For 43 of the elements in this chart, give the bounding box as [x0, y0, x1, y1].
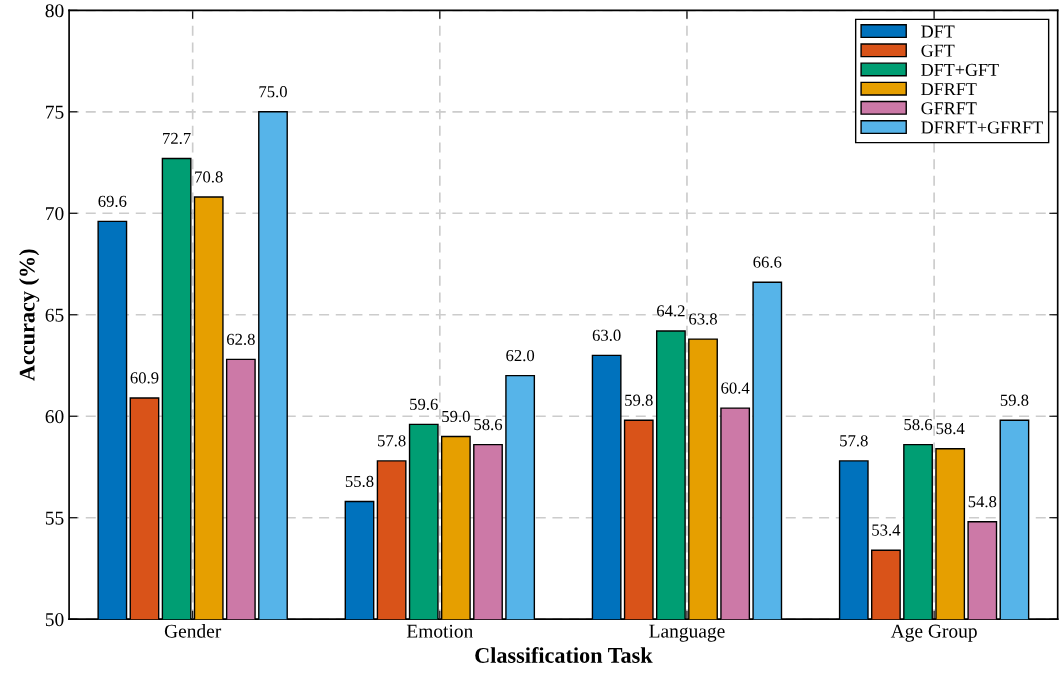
data-label: 63.0 — [592, 329, 621, 341]
legend-label: DFT+GFT — [921, 63, 999, 76]
data-label: 69.6 — [98, 195, 127, 207]
data-label: 62.8 — [227, 333, 255, 345]
x-axis-title: Classification Task — [475, 647, 653, 663]
data-label: 59.8 — [1000, 394, 1029, 406]
data-label: 59.6 — [410, 398, 438, 410]
y-tick-label: 65 — [45, 308, 64, 322]
legend-label: GFT — [921, 44, 955, 57]
data-label: 58.6 — [904, 418, 933, 431]
x-tick-label: Emotion — [406, 624, 474, 638]
legend-label: DFRFT — [921, 83, 977, 96]
data-label: 64.2 — [657, 305, 685, 317]
data-label: 75.0 — [259, 86, 287, 98]
data-label: 70.8 — [195, 171, 223, 183]
x-tick-label: Gender — [164, 624, 222, 638]
y-tick-label: 75 — [46, 105, 64, 119]
data-label: 66.6 — [753, 256, 782, 268]
data-label: 54.8 — [968, 496, 997, 508]
y-tick-label: 80 — [45, 4, 64, 18]
data-label: 58.4 — [936, 422, 965, 435]
x-tick-label: Language — [649, 624, 725, 642]
y-tick-label: 55 — [45, 511, 64, 525]
y-tick-label: 70 — [46, 207, 64, 221]
x-tick-label: Age Group — [890, 624, 977, 642]
data-label: 72.7 — [163, 132, 191, 145]
data-label: 63.8 — [689, 313, 717, 325]
data-label: 57.8 — [378, 435, 406, 447]
y-tick-label: 50 — [45, 613, 64, 627]
data-label: 59.8 — [625, 394, 653, 406]
y-axis-title: Accuracy (%) — [19, 249, 40, 381]
legend-label: DFT — [921, 25, 955, 38]
y-tick-label: 60 — [45, 410, 64, 424]
data-label: 53.4 — [872, 524, 901, 536]
legend-label: GFRFT — [921, 102, 977, 115]
data-label: 60.9 — [130, 372, 159, 384]
data-label: 58.6 — [474, 418, 503, 431]
data-label: 62.0 — [506, 349, 535, 362]
data-label: 57.8 — [840, 435, 868, 447]
data-label: 55.8 — [345, 475, 374, 488]
data-label: 60.4 — [721, 382, 750, 394]
data-label: 59.0 — [442, 410, 470, 423]
legend-label: DFRFT+GFRFT — [921, 121, 1043, 134]
